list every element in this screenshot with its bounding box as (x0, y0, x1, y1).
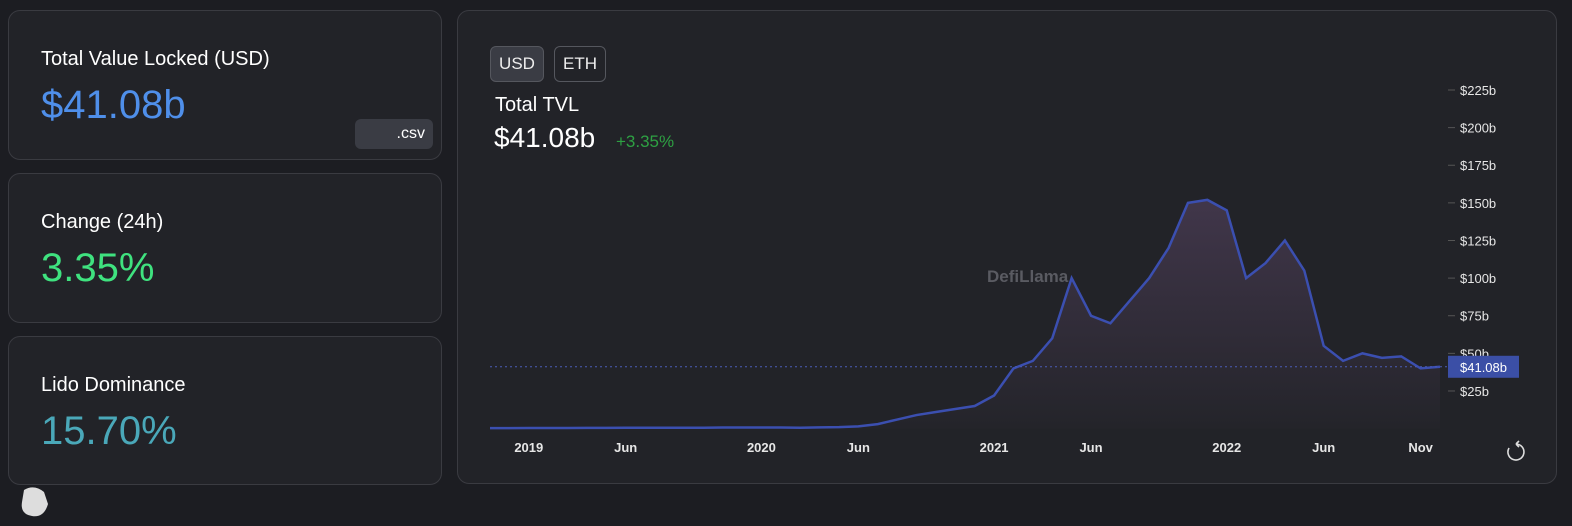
card-value: 15.70% (41, 409, 177, 453)
y-tick-label: $200b (1460, 121, 1496, 136)
y-tick-label: $100b (1460, 271, 1496, 286)
refresh-icon[interactable] (1507, 440, 1525, 461)
tvl-line (490, 198, 1441, 430)
x-tick-label: Nov (1408, 440, 1433, 455)
card-value: $41.08b (41, 83, 186, 127)
x-tick-label: Jun (1079, 440, 1102, 455)
x-tick-label: 2022 (1212, 440, 1241, 455)
y-tick-label: $25b (1460, 384, 1489, 399)
x-tick-label: 2019 (514, 440, 543, 455)
headline-change: +3.35% (616, 132, 674, 151)
area-fill (490, 199, 1440, 429)
card-label: Total Value Locked (USD) (41, 48, 270, 70)
y-tick-label: $150b (1460, 196, 1496, 211)
x-tick-label: Jun (614, 440, 637, 455)
y-tick-label: $175b (1460, 158, 1496, 173)
dominance-card: Lido Dominance 15.70% (8, 336, 442, 485)
tvl-card: Total Value Locked (USD) $41.08b .csv (8, 10, 442, 160)
change-card: Change (24h) 3.35% (8, 173, 442, 323)
x-tick-label: 2021 (980, 440, 1009, 455)
current-label: $41.08b (1460, 360, 1507, 375)
usd-toggle[interactable]: USD (490, 46, 544, 82)
card-label: Change (24h) (41, 211, 164, 233)
headline-value: $41.08b (494, 122, 595, 153)
x-tick-label: 2020 (747, 440, 776, 455)
current-marker (1448, 355, 1519, 378)
csv-label: .csv (396, 125, 425, 142)
y-tick-label: $75b (1460, 309, 1489, 324)
chart-title: Total TVL (495, 94, 579, 116)
eth-toggle[interactable]: ETH (554, 46, 606, 82)
card-label: Lido Dominance (41, 374, 186, 396)
card-value: 3.35% (41, 246, 155, 290)
csv-button[interactable]: .csv (355, 119, 433, 149)
x-tick-label: Jun (1312, 440, 1335, 455)
llama-icon (21, 487, 48, 517)
x-tick-label: Jun (847, 440, 870, 455)
watermark: DefiLlama (987, 267, 1069, 286)
y-tick-label: $225b (1460, 83, 1496, 98)
y-tick-label: $125b (1460, 233, 1496, 248)
